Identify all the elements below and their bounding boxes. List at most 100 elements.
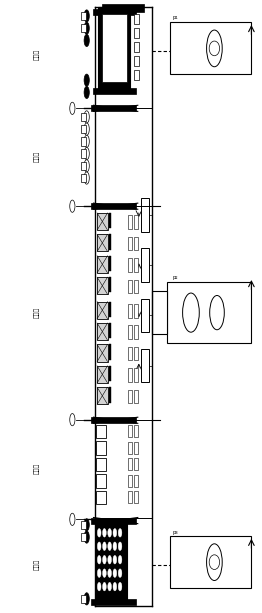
Bar [81,113,86,121]
Circle shape [84,135,89,148]
Bar [134,425,138,438]
Text: 下料腔: 下料腔 [34,49,40,60]
Circle shape [108,569,111,577]
Bar [109,234,111,249]
Circle shape [103,528,106,537]
Bar [128,237,132,250]
Bar [81,12,86,20]
Circle shape [97,582,101,591]
Circle shape [118,542,122,550]
Bar [81,520,86,529]
Circle shape [113,542,117,550]
Bar [134,280,138,293]
Circle shape [108,555,111,564]
Circle shape [84,593,89,605]
Circle shape [113,528,117,537]
Bar [128,258,132,272]
Circle shape [103,569,106,577]
Bar [134,326,138,339]
Bar [128,441,132,454]
Bar [96,441,106,454]
Circle shape [97,569,101,577]
Bar [128,491,132,503]
Text: 上料腔: 上料腔 [34,559,40,570]
Bar [109,302,111,317]
Circle shape [108,542,111,550]
Bar [97,302,107,319]
Bar [97,323,107,340]
Bar [134,237,138,250]
Circle shape [103,582,106,591]
Bar [128,474,132,487]
Text: p₃: p₃ [173,530,178,535]
Circle shape [84,74,89,86]
Bar [81,162,86,170]
Circle shape [103,555,106,564]
Bar [102,14,127,82]
Circle shape [118,555,122,564]
Circle shape [84,172,89,184]
Circle shape [70,200,75,212]
Circle shape [113,569,117,577]
Circle shape [70,102,75,115]
Bar [141,248,149,282]
Bar [152,291,167,334]
Circle shape [206,544,222,581]
Circle shape [84,123,89,135]
Bar [128,368,132,382]
Bar [170,22,251,74]
Bar [141,198,149,232]
Bar [170,536,251,588]
Bar [91,202,136,208]
Circle shape [206,30,222,67]
Bar [97,366,107,383]
Bar [109,277,111,292]
Bar [134,441,138,454]
Bar [81,533,86,541]
Bar [109,387,111,403]
Circle shape [97,555,101,564]
Bar [102,4,144,12]
Bar [128,458,132,470]
Bar [97,277,107,294]
Text: 加热腔: 加热腔 [34,463,40,474]
Bar [134,458,138,470]
Bar [128,215,132,229]
Bar [128,347,132,360]
Bar [128,390,132,403]
Bar [109,366,111,381]
Bar [109,256,111,271]
Bar [109,323,111,338]
Bar [109,213,111,228]
Text: 工艺腔: 工艺腔 [34,307,40,318]
Circle shape [84,160,89,172]
Bar [81,173,86,182]
Circle shape [70,513,75,525]
Bar [134,258,138,272]
Bar [96,457,106,471]
Circle shape [84,531,89,543]
Bar [93,9,136,15]
Circle shape [118,582,122,591]
Bar [81,137,86,146]
Bar [91,105,136,111]
Circle shape [84,519,89,531]
Circle shape [108,582,111,591]
Bar [128,280,132,293]
Bar [96,522,127,601]
Bar [134,14,139,24]
Ellipse shape [209,41,220,56]
Bar [128,304,132,318]
Bar [91,417,136,423]
Bar [141,299,149,332]
Circle shape [103,542,106,550]
Text: 冷却腔: 冷却腔 [34,151,40,162]
Text: p₁: p₁ [173,15,178,20]
Bar [128,326,132,339]
Bar [81,125,86,134]
Bar [96,490,106,504]
Bar [97,256,107,273]
Circle shape [84,148,89,160]
Circle shape [84,86,89,99]
Circle shape [84,34,89,47]
